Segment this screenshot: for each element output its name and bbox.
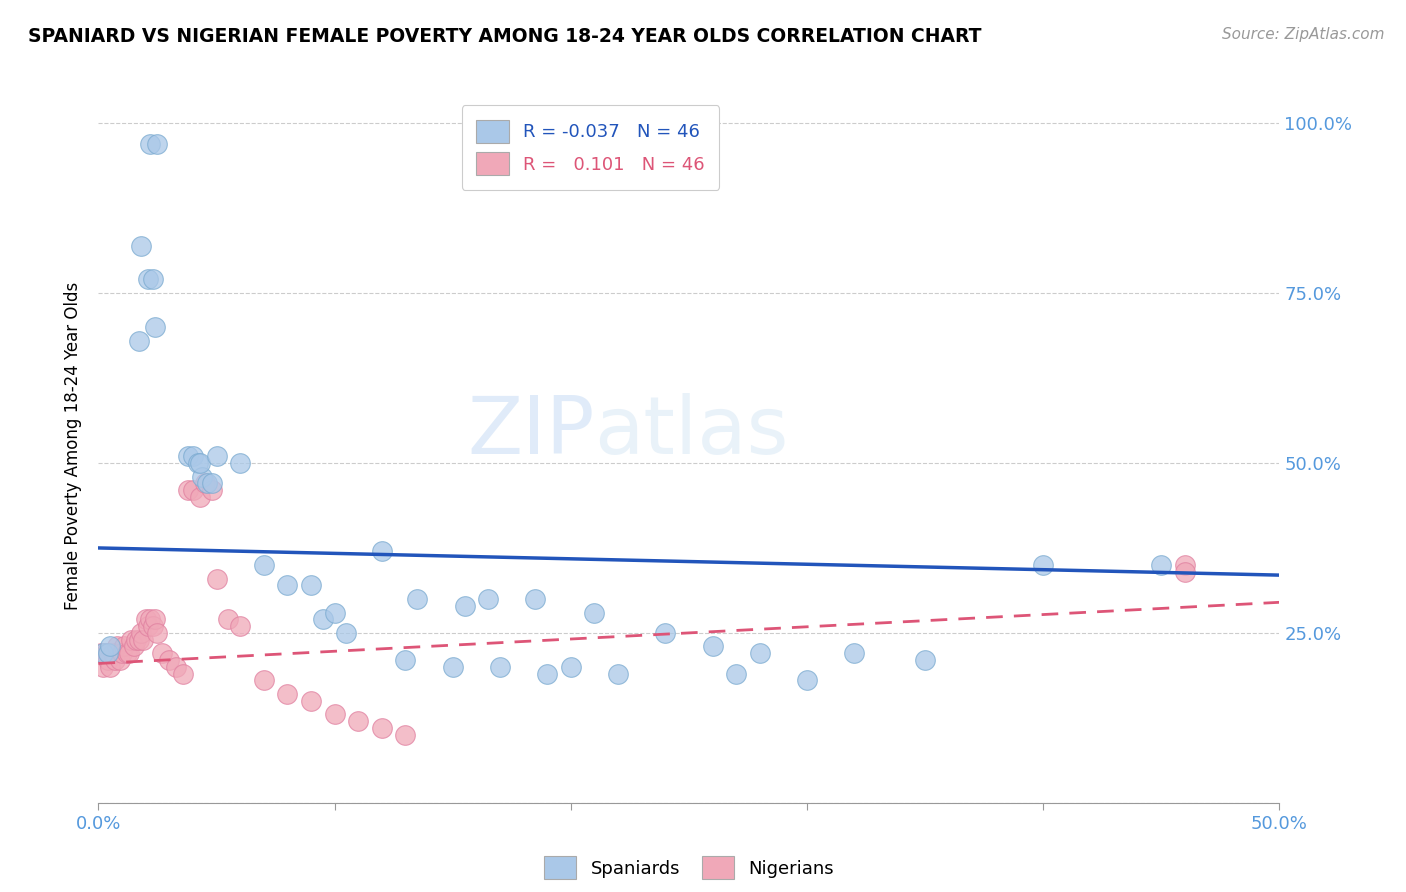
Point [201,483,224,498]
Point [654,626,676,640]
Point [323,606,346,620]
Point [122,640,145,654]
Text: Source: ZipAtlas.com: Source: ZipAtlas.com [1222,27,1385,42]
Point [139,136,162,151]
Point [229,456,252,470]
Point [524,591,547,606]
Point [253,673,276,688]
Point [150,646,173,660]
Point [98,640,121,654]
Point [748,646,770,660]
Point [142,272,165,286]
Point [177,483,200,498]
Point [132,632,155,647]
Point [129,626,152,640]
Point [276,687,298,701]
Point [91,646,114,660]
Point [181,483,204,498]
Point [276,578,298,592]
Point [201,476,224,491]
Point [172,666,194,681]
Point [299,694,322,708]
Point [143,612,166,626]
Point [187,456,209,470]
Point [128,334,150,348]
Point [394,728,416,742]
Point [205,572,228,586]
Point [194,476,217,491]
Point [115,646,138,660]
Point [536,666,558,681]
Point [101,646,124,660]
Point [98,660,121,674]
Point [181,449,204,463]
Point [217,612,239,626]
Point [323,707,346,722]
Point [796,673,818,688]
Point [97,653,120,667]
Point [1174,565,1197,579]
Point [108,653,131,667]
Point [90,646,112,660]
Point [146,626,169,640]
Point [441,660,464,674]
Point [118,646,141,660]
Point [406,591,429,606]
Point [121,632,143,647]
Point [136,619,159,633]
Point [489,660,512,674]
Point [453,599,475,613]
Point [914,653,936,667]
Point [1032,558,1054,572]
Point [142,619,165,633]
Point [371,721,394,735]
Point [299,578,322,592]
Point [1150,558,1173,572]
Point [157,653,180,667]
Text: ZIP: ZIP [467,392,595,471]
Point [560,660,582,674]
Point [165,660,187,674]
Point [335,626,357,640]
Point [125,632,148,647]
Point [394,653,416,667]
Point [139,612,162,626]
Point [91,660,114,674]
Point [844,646,866,660]
Point [725,666,748,681]
Text: atlas: atlas [595,392,789,471]
Point [129,238,152,252]
Point [112,640,135,654]
Point [347,714,370,729]
Point [188,456,211,470]
Point [312,612,335,626]
Legend: Spaniards, Nigerians: Spaniards, Nigerians [536,849,842,887]
Point [104,653,127,667]
Point [191,469,214,483]
Point [607,666,630,681]
Point [253,558,276,572]
Point [1174,558,1197,572]
Point [702,640,724,654]
Y-axis label: Female Poverty Among 18-24 Year Olds: Female Poverty Among 18-24 Year Olds [65,282,83,610]
Point [146,136,169,151]
Point [135,612,157,626]
Text: SPANIARD VS NIGERIAN FEMALE POVERTY AMONG 18-24 YEAR OLDS CORRELATION CHART: SPANIARD VS NIGERIAN FEMALE POVERTY AMON… [28,27,981,45]
Point [111,646,134,660]
Point [229,619,252,633]
Point [136,272,159,286]
Point [94,646,117,660]
Point [188,490,211,504]
Point [143,320,166,334]
Point [205,449,228,463]
Point [128,632,150,647]
Point [97,646,120,660]
Point [105,640,128,654]
Point [177,449,200,463]
Point [583,606,606,620]
Point [371,544,394,558]
Point [195,476,218,491]
Point [477,591,499,606]
